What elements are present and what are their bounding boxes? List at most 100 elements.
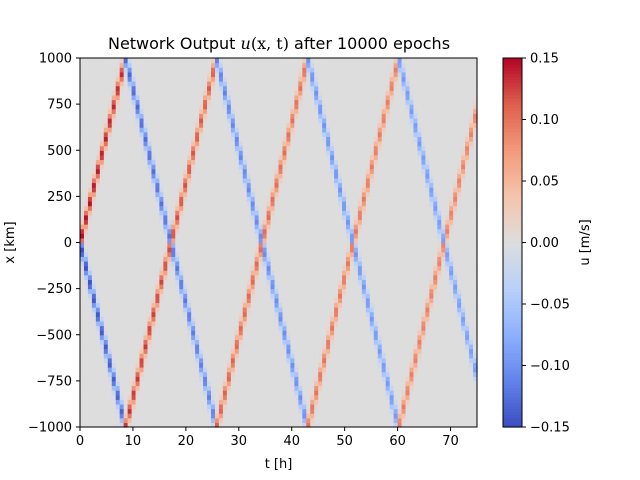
heatmap-cell	[175, 224, 180, 230]
heatmap-cell	[135, 108, 141, 114]
heatmap-cell	[99, 173, 105, 179]
heatmap-cell	[95, 90, 101, 96]
heatmap-cell	[115, 76, 121, 82]
heatmap-cell	[107, 408, 113, 414]
heatmap-cell	[187, 214, 192, 221]
heatmap-cell	[322, 302, 327, 308]
heatmap-cell	[131, 362, 137, 368]
heatmap-cell	[107, 214, 113, 221]
heatmap-cell	[294, 94, 299, 101]
heatmap-cell	[278, 62, 284, 68]
heatmap-cell	[222, 408, 228, 414]
heatmap-cell	[262, 376, 268, 382]
heatmap-cell	[318, 325, 323, 331]
heatmap-cell	[127, 237, 133, 244]
heatmap-cell	[95, 81, 101, 87]
heatmap-cell	[290, 173, 295, 179]
heatmap-cell	[234, 330, 240, 336]
heatmap-cell	[234, 237, 240, 244]
heatmap-cell	[131, 196, 137, 202]
heatmap-cell	[250, 90, 256, 96]
heatmap-cell	[242, 385, 248, 391]
heatmap-cell	[179, 316, 184, 322]
heatmap-cell	[135, 403, 141, 410]
heatmap-cell	[155, 380, 160, 387]
heatmap-cell	[318, 113, 323, 119]
heatmap-cell	[314, 251, 319, 257]
heatmap-cell	[147, 205, 153, 211]
heatmap-cell	[242, 113, 248, 119]
heatmap-cell	[306, 288, 311, 294]
heatmap-cell	[119, 159, 125, 165]
heatmap-cell	[238, 284, 244, 290]
heatmap-cell	[258, 417, 264, 423]
heatmap-cell	[222, 127, 228, 133]
heatmap-cell	[242, 311, 248, 317]
heatmap-cell	[159, 210, 164, 216]
heatmap-cell	[163, 417, 168, 423]
heatmap-cell	[179, 104, 184, 110]
heatmap-cell	[262, 85, 268, 91]
heatmap-cell	[91, 394, 97, 400]
heatmap-cell	[187, 320, 192, 327]
heatmap-cell	[187, 145, 192, 151]
heatmap-cell	[302, 422, 307, 428]
heatmap-cell	[183, 117, 188, 124]
heatmap-cell	[246, 85, 252, 91]
heatmap-cell	[179, 127, 184, 133]
heatmap-cell	[322, 196, 327, 202]
heatmap-cell	[274, 408, 280, 414]
heatmap-cell	[214, 399, 220, 405]
heatmap-cell	[298, 76, 303, 82]
heatmap-cell	[159, 357, 164, 364]
heatmap-cell	[131, 127, 137, 133]
heatmap-cell	[254, 353, 260, 359]
heatmap-cell	[310, 417, 315, 423]
heatmap-cell	[238, 403, 244, 410]
heatmap-cell	[83, 131, 89, 138]
heatmap-cell	[203, 343, 208, 350]
heatmap-cell	[83, 413, 89, 419]
heatmap-cell	[322, 367, 327, 373]
heatmap-cell	[218, 205, 224, 211]
heatmap-cell	[322, 242, 327, 248]
heatmap-cell	[306, 339, 311, 345]
heatmap-cell	[167, 127, 172, 133]
heatmap-cell	[214, 316, 220, 322]
heatmap-cell	[207, 224, 212, 230]
heatmap-cell	[262, 260, 268, 267]
heatmap-cell	[226, 274, 232, 280]
heatmap-cell	[143, 399, 149, 405]
heatmap-cell	[95, 164, 101, 170]
heatmap-cell	[199, 210, 204, 216]
heatmap-cell	[175, 145, 180, 151]
heatmap-cell	[103, 145, 109, 151]
heatmap-cell	[207, 422, 212, 428]
heatmap-cell	[318, 233, 323, 239]
heatmap-cell	[171, 67, 176, 73]
heatmap-cell	[143, 177, 149, 184]
heatmap-cell	[95, 247, 101, 253]
heatmap-cell	[119, 394, 125, 400]
heatmap-cell	[234, 357, 240, 364]
heatmap-cell	[226, 90, 232, 96]
heatmap-cell	[262, 141, 268, 147]
heatmap-cell	[278, 94, 284, 101]
heatmap-cell	[99, 297, 105, 304]
heatmap-cell	[211, 136, 216, 142]
heatmap-cell	[286, 233, 292, 239]
heatmap-cell	[266, 237, 272, 244]
heatmap-cell	[203, 403, 208, 410]
heatmap-cell	[258, 330, 264, 336]
heatmap-cell	[91, 182, 97, 188]
heatmap-cell	[91, 288, 97, 294]
heatmap-cell	[234, 334, 240, 340]
heatmap-cell	[230, 242, 236, 248]
heatmap-cell	[214, 90, 220, 96]
heatmap-cell	[115, 159, 121, 165]
heatmap-cell	[115, 177, 121, 184]
heatmap-cell	[123, 150, 129, 156]
heatmap-cell	[274, 399, 280, 405]
heatmap-cell	[278, 159, 284, 165]
heatmap-cell	[282, 422, 288, 428]
